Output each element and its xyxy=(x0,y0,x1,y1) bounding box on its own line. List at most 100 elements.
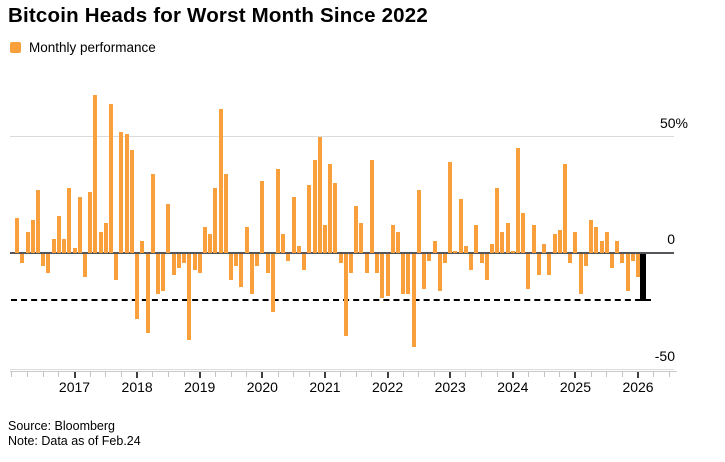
bar-2023-06 xyxy=(474,225,479,253)
reference-dashed-line xyxy=(11,298,651,301)
bar-2025-11 xyxy=(625,254,630,292)
x-tick-minor xyxy=(527,372,529,377)
x-tick-minor xyxy=(27,372,29,377)
bar-2024-11 xyxy=(562,164,567,253)
zero-line xyxy=(10,252,674,254)
bar-2023-12 xyxy=(505,222,510,253)
bar-2021-01 xyxy=(322,225,327,253)
bar-2025-06 xyxy=(599,241,604,253)
bar-2016-07 xyxy=(41,254,46,266)
bar-2018-12 xyxy=(192,254,197,271)
x-tick-minor xyxy=(590,372,592,377)
bar-2018-05 xyxy=(155,254,160,294)
x-tick-major-2021 xyxy=(323,372,326,378)
bar-2019-11 xyxy=(249,254,254,294)
x-tick-minor xyxy=(58,372,60,377)
x-tick-major-2018 xyxy=(136,372,139,378)
x-tick-minor xyxy=(355,372,357,377)
bar-2017-11 xyxy=(124,134,129,253)
note-text: Note: Data as of Feb.24 xyxy=(8,433,141,448)
bar-2020-05 xyxy=(281,234,286,253)
x-tick-minor xyxy=(152,372,154,377)
bar-2025-02 xyxy=(578,254,583,294)
bar-2025-01 xyxy=(573,232,578,253)
bar-2018-03 xyxy=(145,254,150,334)
bar-2020-02 xyxy=(265,254,270,273)
bar-2017-02 xyxy=(77,197,82,253)
bar-2020-08 xyxy=(296,246,301,253)
bar-2017-07 xyxy=(103,222,108,253)
source-note: Source: Bloomberg Note: Data as of Feb.2… xyxy=(8,419,141,448)
bar-2016-02 xyxy=(15,218,20,253)
bar-2022-07 xyxy=(416,190,421,253)
x-tick-major-2024 xyxy=(511,372,514,378)
bar-2019-01 xyxy=(197,254,202,273)
bar-2018-04 xyxy=(150,173,155,253)
bar-2021-11 xyxy=(375,254,380,273)
bar-2019-05 xyxy=(218,108,223,253)
bar-2021-06 xyxy=(349,254,354,273)
x-axis-label-2026: 2026 xyxy=(622,379,654,395)
x-axis-label-2020: 2020 xyxy=(246,379,278,395)
bar-2022-03 xyxy=(396,232,401,253)
bar-2020-06 xyxy=(286,254,291,261)
x-tick-minor xyxy=(621,372,623,377)
bar-2025-12 xyxy=(630,254,635,261)
x-tick-minor xyxy=(105,372,107,377)
x-tick-minor xyxy=(606,372,608,377)
x-tick-minor xyxy=(668,372,670,377)
bar-2019-03 xyxy=(208,234,213,253)
bar-2022-04 xyxy=(401,254,406,294)
bar-2024-01 xyxy=(510,250,515,253)
bar-2016-08 xyxy=(46,254,51,273)
x-tick-minor xyxy=(481,372,482,377)
x-tick-major-2022 xyxy=(386,372,389,378)
bar-2017-10 xyxy=(119,131,124,253)
x-tick-minor xyxy=(120,372,122,377)
x-tick-minor xyxy=(246,372,248,377)
bar-2020-12 xyxy=(317,136,322,253)
bar-2023-09 xyxy=(489,243,494,253)
x-axis-label-2022: 2022 xyxy=(372,379,404,395)
x-axis-label-2018: 2018 xyxy=(121,379,153,395)
bar-2024-10 xyxy=(557,229,562,253)
x-axis-label-2023: 2023 xyxy=(434,379,466,395)
bar-2020-09 xyxy=(302,254,307,271)
bar-2019-02 xyxy=(202,227,207,253)
bar-2019-07 xyxy=(229,254,234,280)
x-tick-minor xyxy=(214,372,216,377)
bar-2021-05 xyxy=(343,254,348,336)
x-tick-minor xyxy=(167,372,169,377)
bar-2024-07 xyxy=(542,243,547,253)
x-tick-minor xyxy=(293,372,295,377)
bar-2024-03 xyxy=(521,213,526,253)
bar-2022-09 xyxy=(427,254,432,261)
legend: Monthly performance xyxy=(10,40,156,55)
bar-2016-09 xyxy=(51,239,56,253)
x-tick-major-2023 xyxy=(449,372,452,378)
bar-2021-02 xyxy=(328,164,333,253)
bar-2021-04 xyxy=(338,254,343,264)
gridline--50 xyxy=(10,369,674,370)
bar-2018-09 xyxy=(176,254,181,268)
bar-2018-07 xyxy=(166,204,171,253)
x-tick-minor xyxy=(465,372,467,377)
bar-2021-07 xyxy=(354,206,359,253)
x-axis-label-2025: 2025 xyxy=(559,379,591,395)
bar-2024-06 xyxy=(536,254,541,275)
x-tick-major-2019 xyxy=(198,372,201,378)
x-tick-minor xyxy=(308,372,310,377)
bar-2018-01 xyxy=(135,254,140,320)
bar-2021-12 xyxy=(380,254,385,299)
bar-2025-09 xyxy=(615,241,620,253)
y-axis-label--50: -50 xyxy=(654,347,675,364)
x-tick-major-2025 xyxy=(574,372,577,378)
bar-2016-03 xyxy=(20,254,25,264)
bar-2023-02 xyxy=(453,250,458,253)
bar-2023-08 xyxy=(484,254,489,280)
y-axis-label-0: 0 xyxy=(667,231,675,247)
bar-2017-05 xyxy=(93,94,98,253)
bar-2020-01 xyxy=(260,180,265,253)
legend-label: Monthly performance xyxy=(29,40,156,55)
